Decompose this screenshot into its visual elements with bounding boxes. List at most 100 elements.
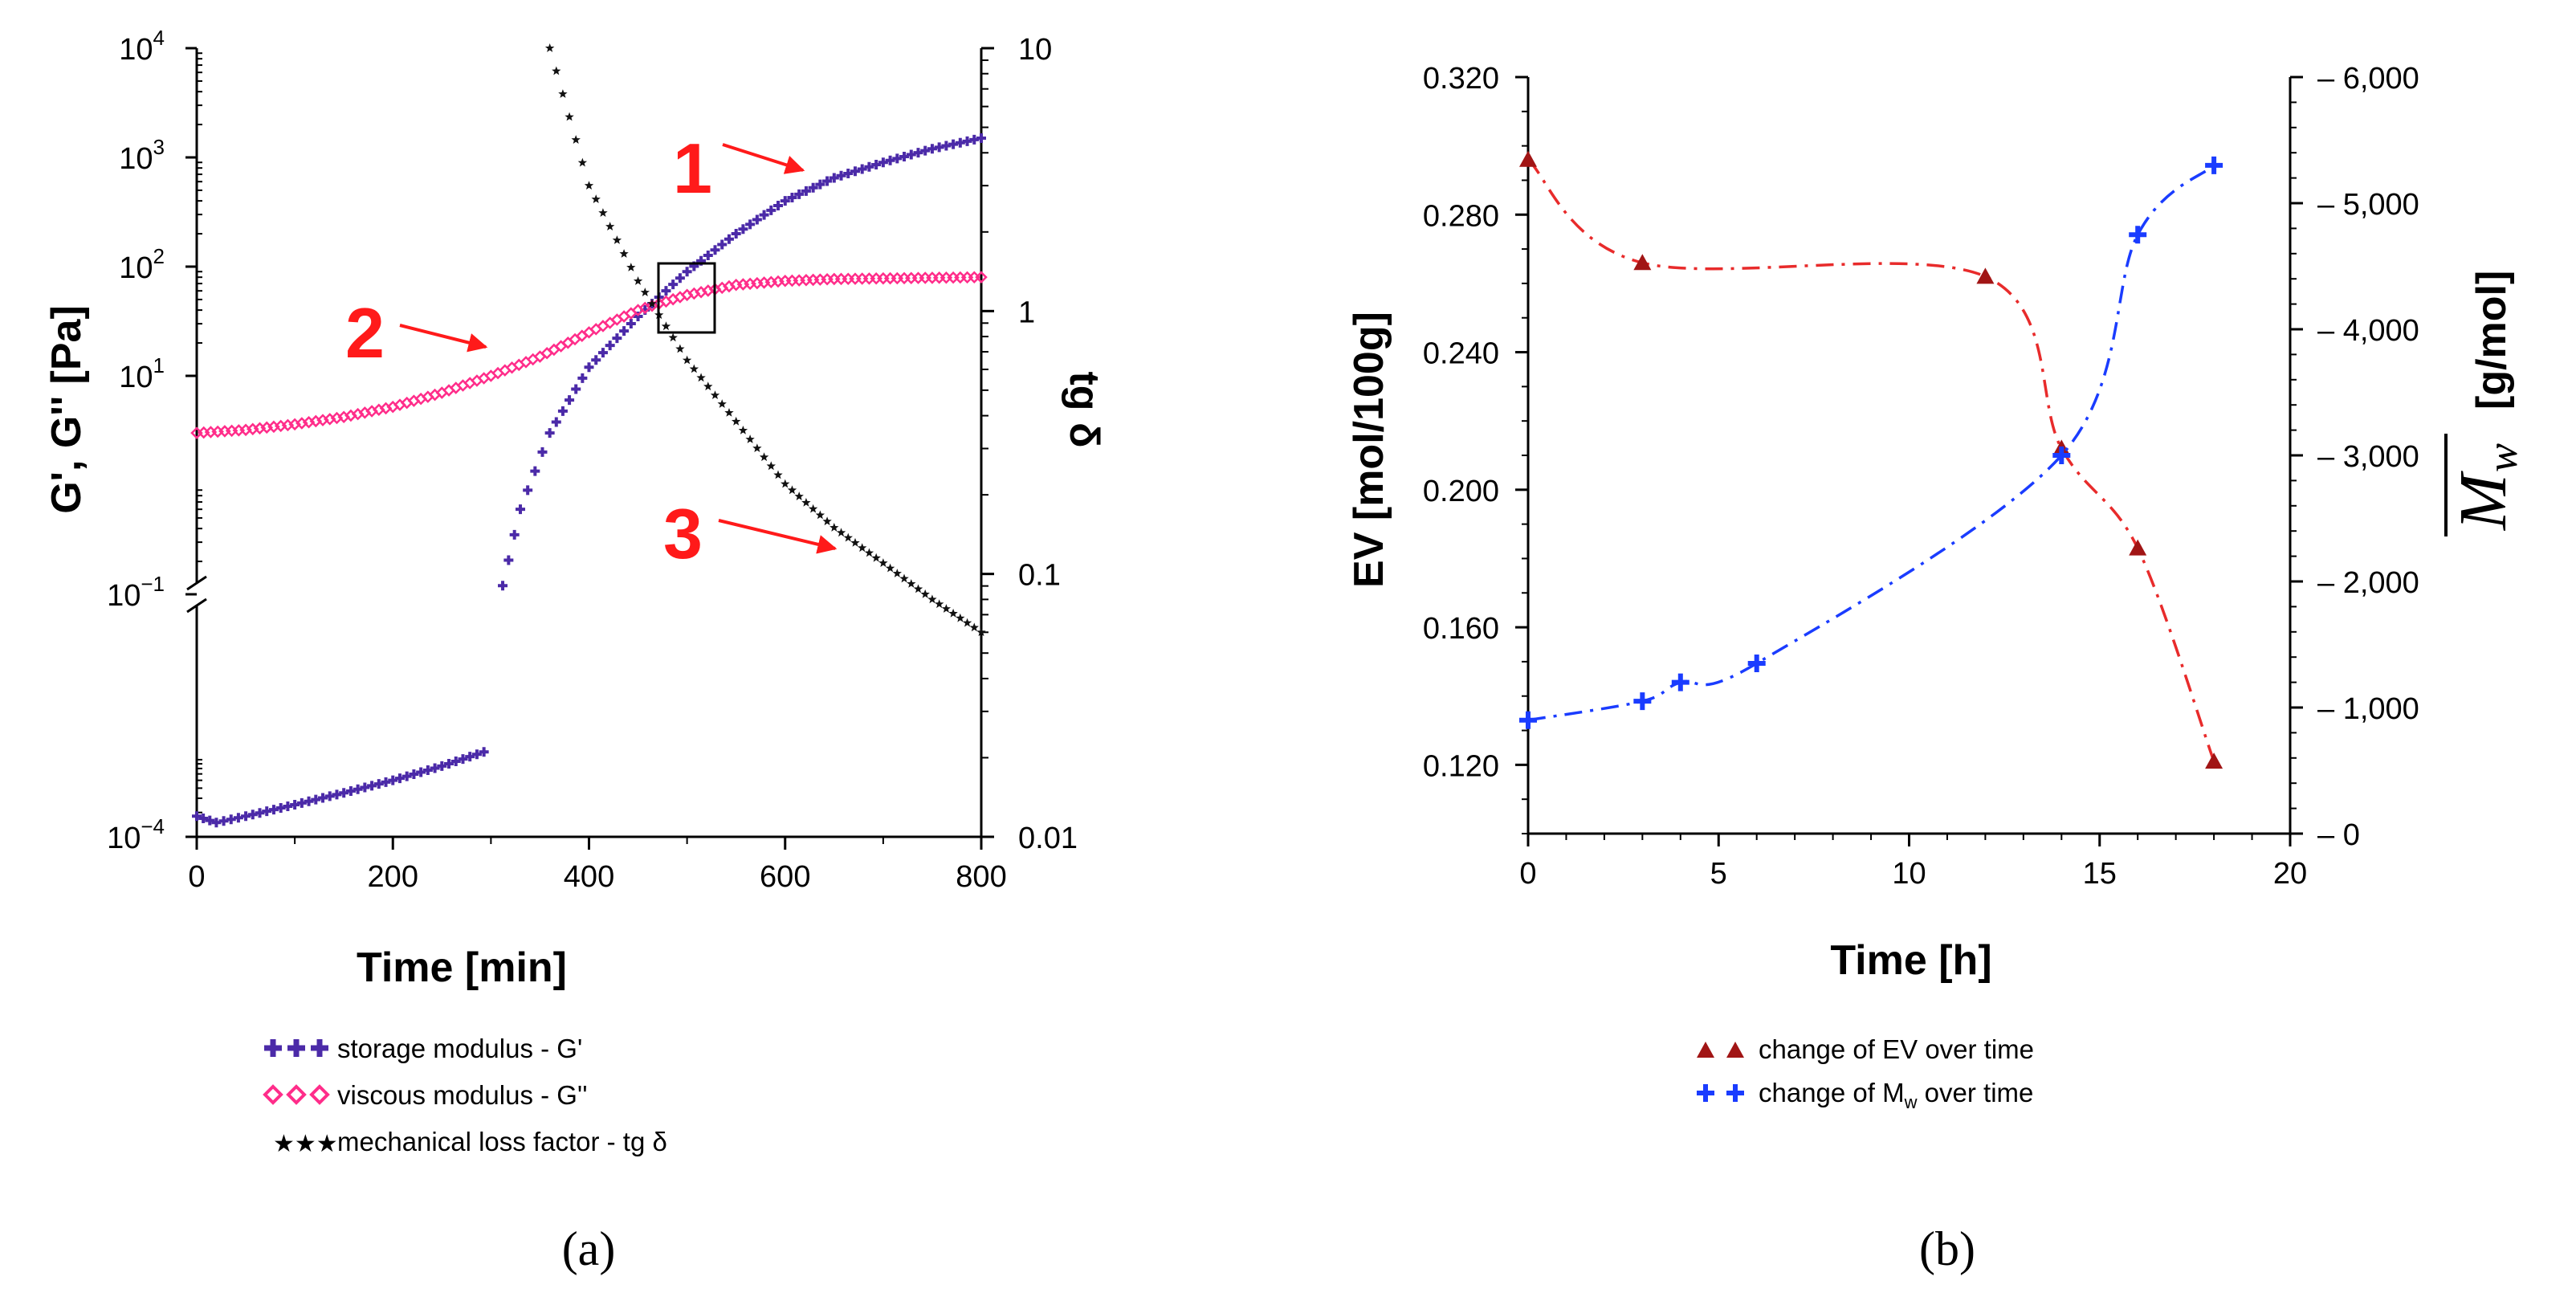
chart-a-point-storage (780, 196, 790, 206)
chart-a-point-loss-factor (717, 399, 727, 408)
legend-a-loss-marker: ★★★ (273, 1130, 338, 1158)
chart-a-point-loss-factor (647, 299, 657, 308)
chart-a-point-storage (892, 153, 903, 164)
chart-a-point-storage (241, 811, 251, 822)
chart-a-point-loss-factor (661, 321, 671, 331)
chart-b: 0 5 10 15 20 0.320 0.280 0.240 0.200 0.160 0.120 – … (1346, 62, 2526, 1275)
chart-a-point-loss-factor (612, 235, 622, 244)
chart-a-point-storage (537, 447, 548, 457)
chart-a-point-storage (498, 581, 508, 591)
chart-a-point-storage (906, 149, 916, 160)
chart-a-point-storage (275, 803, 286, 814)
chart-a-point-loss-factor (696, 373, 706, 382)
chart-b-point-mw (2129, 226, 2147, 244)
chart-a-point-storage (198, 813, 209, 823)
legend-b-ev-label: change of EV over time (1759, 1034, 2034, 1064)
chart-a-point-storage (794, 189, 805, 199)
chart-a-point-storage (388, 775, 398, 785)
chart-a-point-loss-factor (682, 355, 692, 365)
chart-a-x-tick-label: 0 (188, 860, 205, 894)
legend-b-mw-subscript: w (1904, 1092, 1918, 1112)
legend-a-storage-label: storage modulus - G' (337, 1034, 582, 1063)
chart-a-point-loss-factor (907, 579, 916, 588)
chart-a-point-storage (290, 799, 300, 810)
chart-b-point-mw (1671, 673, 1689, 691)
legend-b-mw-suffix: over time (1918, 1078, 2034, 1107)
chart-a-point-storage (471, 749, 482, 760)
chart-b-y-left-title: EV [mol/100g] (1346, 312, 1392, 588)
chart-a-point-storage (465, 752, 475, 762)
chart-a-point-loss-factor (850, 537, 860, 547)
chart-b-point-mw (1633, 692, 1652, 711)
chart-a-point-storage (857, 164, 867, 174)
chart-a-point-loss-factor (836, 528, 846, 537)
chart-a-point-storage (612, 333, 622, 344)
chart-a-point-loss-factor (892, 569, 902, 577)
chart-b-y-right-subscript: w (2478, 443, 2526, 472)
chart-b-y-right-tick-label: – 0 (2317, 818, 2360, 852)
chart-b-tick-labels: 0 5 10 15 20 0.320 0.280 0.240 0.200 0.160 0.120 – … (1423, 62, 2419, 891)
legend-b-ev-marker (1697, 1042, 1744, 1058)
chart-b-y-right-tick-label: – 4,000 (2317, 314, 2419, 348)
chart-a-point-storage (808, 182, 818, 193)
chart-a-point-storage (523, 485, 533, 496)
chart-a-series (190, 43, 988, 828)
chart-a-point-loss-factor (710, 390, 720, 399)
chart-a-annotation-2: 2 (345, 293, 385, 373)
chart-a-point-storage (829, 173, 839, 183)
chart-b-line-mw (1527, 164, 2215, 722)
chart-a-point-loss-factor (552, 66, 561, 75)
chart-a-x-tick-label: 800 (956, 860, 1006, 894)
chart-a-point-loss-factor (626, 263, 636, 271)
chart-a-point-storage (430, 763, 440, 773)
chart-a-axis-break (186, 575, 207, 614)
chart-a-point-loss-factor (640, 288, 650, 296)
chart-b-point-mw (1747, 655, 1766, 673)
chart-a-point-storage (444, 758, 454, 769)
chart-b-y-right-tick-label: – 2,000 (2317, 566, 2419, 600)
chart-a-point-storage (192, 811, 202, 822)
panel-b-label: (b) (1919, 1222, 1975, 1275)
chart-a-point-loss-factor (969, 622, 979, 632)
chart-a-y-left-tick-exponent: 1 (153, 353, 165, 377)
chart-b-y-left-tick-label: 0.240 (1423, 337, 1499, 371)
chart-a-point-loss-factor (871, 553, 881, 562)
chart-a-point-loss-factor (787, 485, 797, 495)
chart-b-y-left-tick-label: 0.320 (1423, 62, 1499, 96)
chart-a-point-loss-factor (829, 523, 839, 532)
chart-b-line-ev (1526, 158, 2215, 762)
chart-a-point-storage (731, 229, 741, 239)
chart-a-point-storage (597, 348, 608, 358)
chart-a-point-loss-factor (815, 510, 825, 520)
legend-a-viscous-label: viscous modulus - G'' (337, 1080, 588, 1110)
chart-a-point-loss-factor (591, 194, 601, 203)
chart-a-point-storage (268, 805, 279, 815)
chart-a-point-storage (710, 245, 720, 255)
chart-a-point-loss-factor (689, 364, 699, 373)
chart-a-annotation-1: 1 (673, 128, 712, 208)
chart-a-y-left-tick-exponent: −1 (141, 572, 165, 596)
chart-a-point-storage (626, 319, 636, 329)
chart-a-point-storage (409, 769, 419, 780)
chart-a-point-loss-factor (577, 157, 588, 167)
chart-a-tick-labels: 0 200 400 600 80010410310210110−110−41010.10… (107, 26, 1078, 894)
chart-a-point-storage (878, 157, 888, 168)
chart-a-arrow-2 (399, 324, 488, 353)
chart-a-point-loss-factor (745, 434, 755, 443)
chart-a-point-loss-factor (843, 532, 853, 542)
chart-a-point-storage (976, 133, 986, 144)
chart-a-point-storage (304, 796, 314, 806)
chart-b-y-right-tick-label: – 5,000 (2317, 188, 2419, 222)
chart-a-point-storage (381, 777, 391, 787)
chart-a-point-storage (668, 279, 679, 290)
chart-a-point-loss-factor (598, 208, 608, 217)
chart-a-point-storage (422, 765, 433, 775)
chart-b-point-ev (2205, 753, 2223, 769)
chart-a-point-loss-factor (675, 344, 685, 353)
chart-a-point-storage (591, 355, 601, 365)
chart-a-point-storage (332, 789, 342, 800)
chart-a-arrow-1 (722, 143, 805, 174)
legend-b-mw-label: change of Mw over time (1759, 1078, 2033, 1112)
chart-a-point-loss-factor (913, 584, 923, 593)
